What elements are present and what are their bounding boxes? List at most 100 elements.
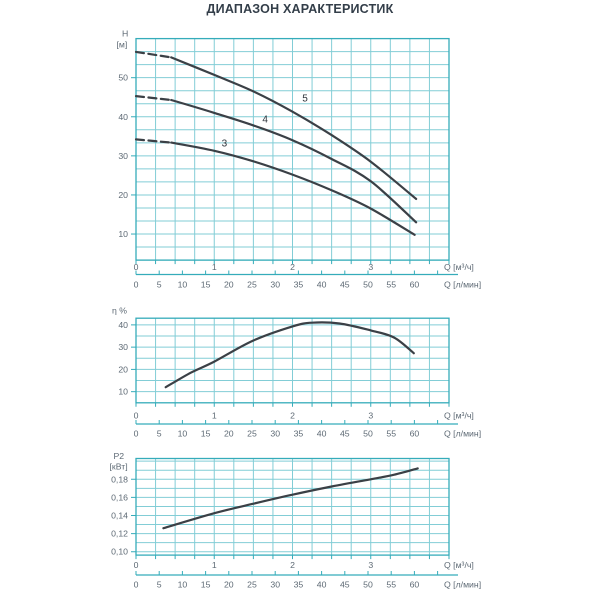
x-tick-label-lmin: 30 [270, 580, 280, 590]
x-axis-unit-m3h: Q [м³/ч] [444, 411, 474, 421]
x-tick-label-lmin: 55 [386, 280, 396, 290]
y-tick-label: 20 [118, 190, 128, 200]
x-tick-label-m3h: 2 [290, 262, 295, 272]
x-tick-label-m3h: 0 [134, 560, 139, 570]
x-tick-label-lmin: 55 [386, 429, 396, 439]
y-tick-label: 0,16 [111, 492, 128, 502]
x-tick-label-lmin: 10 [178, 280, 188, 290]
x-tick-label-lmin: 30 [270, 280, 280, 290]
curves [164, 321, 415, 389]
grid-lines-vertical [155, 318, 430, 403]
x-tick-label-lmin: 15 [201, 429, 211, 439]
y-axis-title: [м] [117, 40, 128, 50]
curve-3 [170, 141, 416, 236]
curve-label-5: 5 [302, 94, 308, 105]
y-axis-title: η % [112, 306, 127, 316]
x-axis-m3h: 0 1 2 3 Q [м³/ч] [134, 555, 474, 570]
y-axis-title: H [122, 29, 128, 39]
y-tick-label: 40 [118, 112, 128, 122]
curve-label-3: 3 [222, 139, 228, 150]
x-tick-label-lmin: 45 [340, 280, 350, 290]
x-tick-label-lmin: 35 [294, 429, 304, 439]
curves [162, 467, 419, 530]
x-tick-label-lmin: 60 [410, 280, 420, 290]
y-tick-label: 50 [118, 73, 128, 83]
x-tick-label-lmin: 60 [410, 429, 420, 439]
x-tick-label-m3h: 3 [368, 411, 373, 421]
chart-efficiency: 10 20 30 40 η % 0 1 2 3 Q [м³/ч] 0 5 10 15 20 25 30 35 40 4… [112, 306, 481, 439]
y-tick-label: 10 [118, 387, 128, 397]
y-axis: 0,10 0,12 0,14 0,16 0,18 P2[кВт] [110, 451, 136, 557]
curve-label-4: 4 [262, 114, 268, 125]
x-tick-label-lmin: 60 [410, 580, 420, 590]
page-title: ДИАПАЗОН ХАРАКТЕРИСТИК [206, 2, 394, 16]
x-tick-label-lmin: 45 [340, 429, 350, 439]
x-tick-label-lmin: 30 [270, 429, 280, 439]
x-tick-label-lmin: 5 [157, 280, 162, 290]
x-tick-label-m3h: 2 [290, 411, 295, 421]
x-axis-lmin: 0 5 10 15 20 25 30 35 40 45 50 55 60 Q [л/мин] [134, 420, 481, 439]
x-tick-label-lmin: 35 [294, 280, 304, 290]
x-tick-label-m3h: 3 [368, 560, 373, 570]
x-tick-label-lmin: 5 [157, 429, 162, 439]
curve-power-curve [162, 467, 419, 530]
x-tick-label-m3h: 0 [134, 262, 139, 272]
x-axis-unit-lmin: Q [л/мин] [444, 280, 481, 290]
curve-5 [170, 56, 418, 200]
x-axis-m3h: 0 1 2 3 Q [м³/ч] [134, 260, 474, 272]
x-axis-m3h: 0 1 2 3 Q [м³/ч] [134, 402, 474, 421]
x-tick-label-lmin: 20 [224, 280, 234, 290]
x-tick-label-lmin: 40 [317, 429, 327, 439]
curve-3-dashed [134, 138, 173, 144]
x-tick-label-lmin: 20 [224, 580, 234, 590]
curve-5-dashed [134, 50, 173, 59]
x-tick-label-lmin: 50 [363, 280, 373, 290]
x-tick-label-lmin: 25 [247, 280, 257, 290]
x-axis-unit-m3h: Q [м³/ч] [444, 560, 474, 570]
x-tick-label-lmin: 5 [157, 580, 162, 590]
y-axis: 10 20 30 40 50 H[м] [117, 29, 136, 239]
y-tick-label: 40 [118, 320, 128, 330]
x-tick-label-lmin: 0 [134, 580, 139, 590]
x-tick-label-m3h: 2 [290, 560, 295, 570]
y-tick-label: 10 [118, 229, 128, 239]
curve-efficiency-curve [164, 321, 415, 389]
curve-4-dashed [134, 95, 173, 102]
y-axis-title: P2 [114, 451, 125, 461]
x-tick-label-lmin: 10 [178, 429, 188, 439]
x-tick-label-lmin: 25 [247, 429, 257, 439]
x-axis-unit-lmin: Q [л/мин] [444, 580, 481, 590]
x-tick-label-lmin: 0 [134, 280, 139, 290]
x-tick-label-lmin: 15 [201, 580, 211, 590]
x-tick-label-lmin: 25 [247, 580, 257, 590]
x-tick-label-lmin: 10 [178, 580, 188, 590]
y-axis: 10 20 30 40 η % [112, 306, 136, 397]
y-tick-label: 0,18 [111, 474, 128, 484]
x-tick-label-lmin: 15 [201, 280, 211, 290]
x-tick-label-lmin: 0 [134, 429, 139, 439]
x-tick-label-m3h: 1 [212, 560, 217, 570]
x-axis-lmin: 0 5 10 15 20 25 30 35 40 45 50 55 60 Q [л/мин] [134, 571, 481, 590]
x-tick-label-m3h: 1 [212, 411, 217, 421]
x-tick-label-lmin: 40 [317, 580, 327, 590]
x-tick-label-lmin: 55 [386, 580, 396, 590]
y-tick-label: 30 [118, 151, 128, 161]
x-tick-label-m3h: 1 [212, 262, 217, 272]
y-tick-label: 0,12 [111, 529, 128, 539]
curve-4 [170, 98, 418, 224]
x-tick-label-m3h: 3 [368, 262, 373, 272]
curves: 5 4 3 [134, 50, 418, 236]
x-axis-unit-m3h: Q [м³/ч] [444, 262, 474, 272]
x-tick-label-lmin: 50 [363, 429, 373, 439]
y-axis-title: [кВт] [110, 462, 128, 472]
x-tick-label-lmin: 45 [340, 580, 350, 590]
y-tick-label: 20 [118, 364, 128, 374]
grid-lines-vertical [155, 38, 430, 261]
grid-lines-horizontal [136, 460, 449, 553]
x-tick-label-lmin: 40 [317, 280, 327, 290]
x-axis-unit-lmin: Q [л/мин] [444, 429, 481, 439]
